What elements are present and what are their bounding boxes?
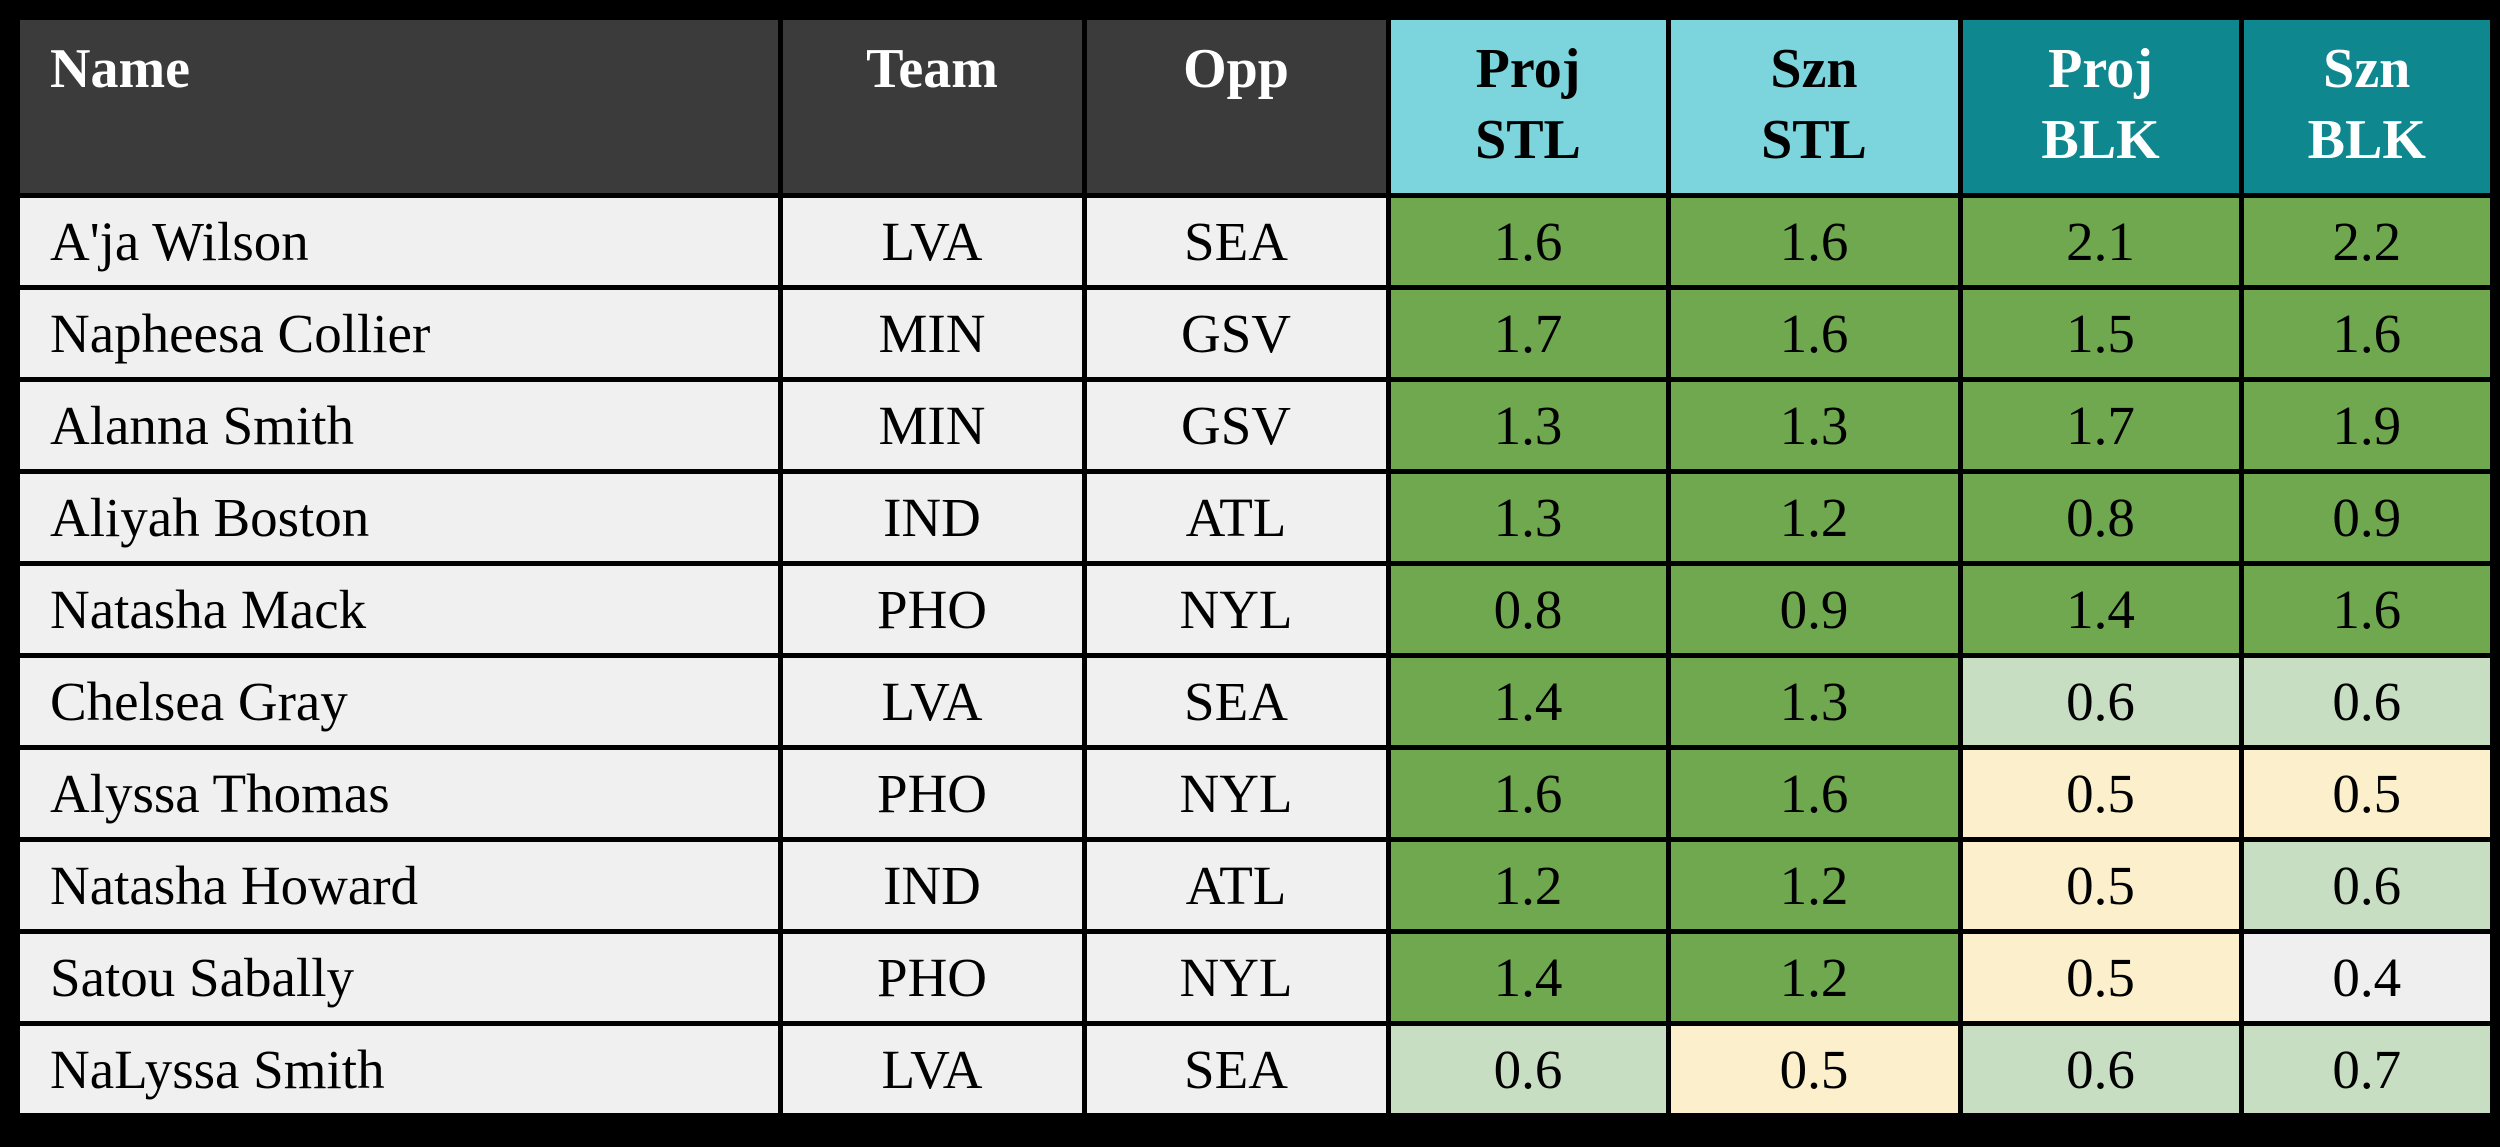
player-row: Satou Sabally PHO NYL 1.4 1.2 0.5 0.4 (12, 929, 2498, 1026)
player-row: A'ja Wilson LVA SEA 1.6 1.6 2.1 2.2 (12, 193, 2498, 290)
proj-stl-cell: 0.8 (1385, 561, 1671, 658)
proj-blk-cell: 2.1 (1957, 193, 2244, 290)
proj-blk-cell: 0.5 (1957, 837, 2244, 934)
proj-blk-cell: 1.4 (1957, 561, 2244, 658)
team-cell: MIN (777, 285, 1087, 382)
szn-stl-cell: 1.3 (1665, 377, 1963, 474)
opp-cell: GSV (1081, 377, 1391, 474)
team-cell: PHO (777, 929, 1087, 1026)
proj-stl-cell: 1.4 (1385, 929, 1671, 1026)
player-name-cell: NaLyssa Smith (12, 1021, 783, 1121)
col-header-team: Team (777, 12, 1087, 198)
proj-stl-cell: 1.2 (1385, 837, 1671, 934)
player-row: Alyssa Thomas PHO NYL 1.6 1.6 0.5 0.5 (12, 745, 2498, 842)
player-name-cell: Satou Sabally (12, 929, 783, 1026)
player-name-cell: Chelsea Gray (12, 653, 783, 750)
szn-stl-cell: 1.6 (1665, 745, 1963, 842)
player-name-cell: Napheesa Collier (12, 285, 783, 382)
player-name-cell: Natasha Howard (12, 837, 783, 934)
opp-cell: ATL (1081, 837, 1391, 934)
player-row: Natasha Mack PHO NYL 0.8 0.9 1.4 1.6 (12, 561, 2498, 658)
col-header-opp: Opp (1081, 12, 1391, 198)
table-body: A'ja Wilson LVA SEA 1.6 1.6 2.1 2.2 Napheesa Co… (12, 193, 2498, 1121)
szn-stl-cell: 0.9 (1665, 561, 1963, 658)
proj-stl-cell: 0.6 (1385, 1021, 1671, 1121)
player-name-cell: Alyssa Thomas (12, 745, 783, 842)
proj-stl-cell: 1.6 (1385, 745, 1671, 842)
opp-cell: NYL (1081, 745, 1391, 842)
proj-blk-cell: 0.8 (1957, 469, 2244, 566)
player-name-cell: Aliyah Boston (12, 469, 783, 566)
player-row: Aliyah Boston IND ATL 1.3 1.2 0.8 0.9 (12, 469, 2498, 566)
team-cell: PHO (777, 561, 1087, 658)
team-cell: IND (777, 469, 1087, 566)
player-row: NaLyssa Smith LVA SEA 0.6 0.5 0.6 0.7 (12, 1021, 2498, 1121)
szn-blk-cell: 2.2 (2238, 193, 2498, 290)
col-header-name: Name (12, 12, 783, 198)
szn-stl-cell: 1.2 (1665, 469, 1963, 566)
col-header-proj-blk: Proj BLK (1957, 12, 2244, 198)
player-name-cell: Natasha Mack (12, 561, 783, 658)
player-stats-table: Name Team Opp Proj STL Szn STL Proj BLK … (10, 10, 2500, 1123)
proj-stl-cell: 1.3 (1385, 377, 1671, 474)
szn-blk-cell: 0.6 (2238, 837, 2498, 934)
proj-blk-cell: 0.6 (1957, 1021, 2244, 1121)
proj-blk-cell: 0.5 (1957, 745, 2244, 842)
team-cell: LVA (777, 193, 1087, 290)
szn-blk-cell: 0.5 (2238, 745, 2498, 842)
szn-blk-cell: 0.7 (2238, 1021, 2498, 1121)
col-header-szn-blk: Szn BLK (2238, 12, 2498, 198)
szn-stl-cell: 0.5 (1665, 1021, 1963, 1121)
team-cell: IND (777, 837, 1087, 934)
proj-stl-cell: 1.6 (1385, 193, 1671, 290)
szn-blk-cell: 0.9 (2238, 469, 2498, 566)
proj-stl-cell: 1.3 (1385, 469, 1671, 566)
player-name-cell: Alanna Smith (12, 377, 783, 474)
opp-cell: NYL (1081, 561, 1391, 658)
player-name-cell: A'ja Wilson (12, 193, 783, 290)
proj-blk-cell: 1.5 (1957, 285, 2244, 382)
team-cell: MIN (777, 377, 1087, 474)
header-row: Name Team Opp Proj STL Szn STL Proj BLK … (12, 12, 2498, 198)
proj-blk-cell: 0.5 (1957, 929, 2244, 1026)
opp-cell: SEA (1081, 1021, 1391, 1121)
szn-blk-cell: 0.4 (2238, 929, 2498, 1026)
szn-stl-cell: 1.3 (1665, 653, 1963, 750)
proj-stl-cell: 1.7 (1385, 285, 1671, 382)
opp-cell: SEA (1081, 193, 1391, 290)
opp-cell: NYL (1081, 929, 1391, 1026)
proj-blk-cell: 0.6 (1957, 653, 2244, 750)
player-row: Alanna Smith MIN GSV 1.3 1.3 1.7 1.9 (12, 377, 2498, 474)
col-header-proj-stl: Proj STL (1385, 12, 1671, 198)
opp-cell: GSV (1081, 285, 1391, 382)
szn-blk-cell: 1.9 (2238, 377, 2498, 474)
player-row: Napheesa Collier MIN GSV 1.7 1.6 1.5 1.6 (12, 285, 2498, 382)
szn-blk-cell: 1.6 (2238, 561, 2498, 658)
team-cell: LVA (777, 1021, 1087, 1121)
opp-cell: SEA (1081, 653, 1391, 750)
proj-blk-cell: 1.7 (1957, 377, 2244, 474)
szn-stl-cell: 1.6 (1665, 193, 1963, 290)
szn-stl-cell: 1.6 (1665, 285, 1963, 382)
team-cell: PHO (777, 745, 1087, 842)
szn-blk-cell: 0.6 (2238, 653, 2498, 750)
szn-stl-cell: 1.2 (1665, 837, 1963, 934)
player-row: Chelsea Gray LVA SEA 1.4 1.3 0.6 0.6 (12, 653, 2498, 750)
proj-stl-cell: 1.4 (1385, 653, 1671, 750)
team-cell: LVA (777, 653, 1087, 750)
col-header-szn-stl: Szn STL (1665, 12, 1963, 198)
szn-blk-cell: 1.6 (2238, 285, 2498, 382)
player-row: Natasha Howard IND ATL 1.2 1.2 0.5 0.6 (12, 837, 2498, 934)
szn-stl-cell: 1.2 (1665, 929, 1963, 1026)
opp-cell: ATL (1081, 469, 1391, 566)
table-header: Name Team Opp Proj STL Szn STL Proj BLK … (12, 12, 2498, 198)
